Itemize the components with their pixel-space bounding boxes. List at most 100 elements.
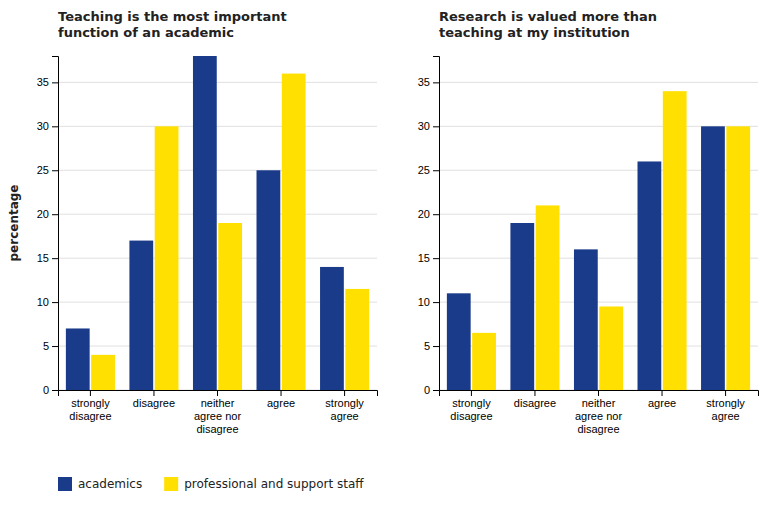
legend: academics professional and support staff xyxy=(58,477,364,491)
y-tick: 5 xyxy=(424,340,439,352)
bar xyxy=(701,126,725,390)
bar xyxy=(574,249,598,390)
x-tick: stronglyagree xyxy=(325,390,364,422)
legend-label: academics xyxy=(78,477,142,491)
y-tick: 35 xyxy=(37,76,58,88)
bar xyxy=(66,328,90,390)
y-tick: 25 xyxy=(37,164,58,176)
y-tick: 10 xyxy=(418,296,439,308)
y-tick-label: 0 xyxy=(424,384,430,396)
x-tick: stronglydisagree xyxy=(450,390,492,422)
x-tick: disagree xyxy=(133,390,175,409)
bar xyxy=(155,126,179,390)
y-tick-label: 35 xyxy=(418,76,430,88)
y-tick-label: 5 xyxy=(424,340,430,352)
y-tick: 0 xyxy=(424,384,439,396)
x-axis: stronglydisagree disagree neitheragree nor… xyxy=(59,390,378,435)
y-tick-mark xyxy=(52,390,58,391)
bar xyxy=(129,241,153,390)
x-tick-label: stronglydisagree xyxy=(69,397,111,422)
x-tick-label: disagree xyxy=(133,397,175,409)
grid-line xyxy=(58,214,377,215)
x-tick-label: agree xyxy=(267,397,295,409)
y-axis-line xyxy=(433,57,440,391)
bar xyxy=(599,307,623,391)
bar xyxy=(257,170,281,390)
x-tick-mark xyxy=(534,390,535,396)
y-axis-line xyxy=(52,57,59,391)
bar xyxy=(472,333,496,390)
y-tick: 20 xyxy=(418,208,439,220)
bar xyxy=(345,289,369,390)
legend-swatch xyxy=(58,477,72,491)
grid-line xyxy=(439,82,758,83)
x-tick-label: neitheragree nordisagree xyxy=(575,397,622,435)
y-tick-mark xyxy=(52,214,58,215)
y-tick-label: 30 xyxy=(418,120,430,132)
figure: 0 5 10 15 20 25 30 35 stronglydisagree disagree ne… xyxy=(0,0,780,509)
y-tick-mark xyxy=(433,82,439,83)
y-tick-label: 15 xyxy=(37,252,49,264)
x-tick-mark xyxy=(344,390,345,396)
bar xyxy=(663,91,687,390)
grid xyxy=(439,82,758,390)
panel: 0 5 10 15 20 25 30 35 stronglydisagreedisagreene… xyxy=(418,57,759,436)
legend-swatch xyxy=(164,477,178,491)
y-tick-label: 25 xyxy=(37,164,49,176)
x-tick-mark xyxy=(471,390,472,396)
x-tick-label: neitheragree nordisagree xyxy=(194,397,241,435)
y-tick-mark xyxy=(433,390,439,391)
x-tick: agree xyxy=(648,390,676,409)
bar xyxy=(320,267,344,390)
y-tick-label: 15 xyxy=(418,252,430,264)
grid-line xyxy=(58,258,377,259)
y-tick-label: 10 xyxy=(418,296,430,308)
y-tick-mark xyxy=(52,346,58,347)
legend-label: professional and support staff xyxy=(184,477,364,491)
panel: 05101520253035stronglydisagreedisagreene… xyxy=(37,56,378,435)
x-axis-line xyxy=(440,391,759,397)
y-tick-mark xyxy=(52,302,58,303)
y-tick-mark xyxy=(433,214,439,215)
bar xyxy=(536,205,560,390)
y-tick: 10 xyxy=(37,296,58,308)
bars xyxy=(66,56,369,390)
y-tick-label: 0 xyxy=(43,384,49,396)
grid-line xyxy=(58,82,377,83)
y-tick-label: 30 xyxy=(37,120,49,132)
y-tick-mark xyxy=(52,258,58,259)
y-tick-label: 20 xyxy=(418,208,430,220)
y-tick-label: 20 xyxy=(37,208,49,220)
x-axis: stronglydisagreedisagreeneitheragree nor… xyxy=(440,390,759,435)
y-tick-mark xyxy=(52,126,58,127)
x-tick-mark xyxy=(662,390,663,396)
bar xyxy=(91,355,115,390)
x-tick: neitheragree nordisagree xyxy=(575,390,622,435)
grid xyxy=(58,82,377,390)
bar xyxy=(510,223,534,390)
y-tick: 20 xyxy=(37,208,58,220)
bar-series xyxy=(472,91,750,390)
x-tick-mark xyxy=(90,390,91,396)
legend-item: professional and support staff xyxy=(164,477,364,491)
bar xyxy=(193,56,217,390)
y-tick-mark xyxy=(52,170,58,171)
x-tick: agree xyxy=(267,390,295,409)
x-tick-mark xyxy=(598,390,599,396)
grid-line xyxy=(58,126,377,127)
y-tick: 25 xyxy=(418,164,439,176)
x-tick: neitheragree nordisagree xyxy=(194,390,241,435)
x-tick-label: stronglydisagree xyxy=(450,397,492,422)
y-tick: 15 xyxy=(37,252,58,264)
grid-line xyxy=(58,170,377,171)
y-tick: 30 xyxy=(418,120,439,132)
bar xyxy=(726,126,750,390)
chart-title: Research is valued more thanteaching at … xyxy=(439,9,657,40)
bar-series xyxy=(66,56,344,390)
legend-item: academics xyxy=(58,477,142,491)
y-axis: 0 5 10 15 20 25 30 35 xyxy=(418,57,440,397)
y-tick-label: 35 xyxy=(37,76,49,88)
y-tick: 0 xyxy=(43,384,58,396)
y-tick-mark xyxy=(433,258,439,259)
x-axis-line xyxy=(59,391,378,397)
